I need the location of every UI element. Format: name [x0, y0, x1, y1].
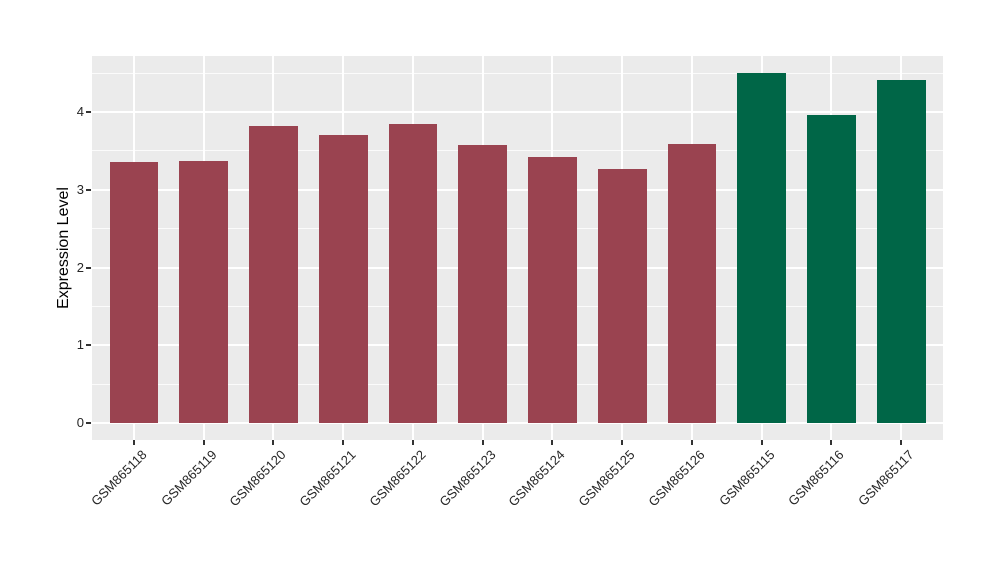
- x-tick-mark: [132, 440, 135, 445]
- major-gridline: [92, 266, 943, 269]
- y-tick-mark: [86, 266, 91, 269]
- y-tick-label: 4: [76, 104, 84, 119]
- y-tick-label: 3: [76, 181, 84, 197]
- bar-GSM865115: [737, 73, 787, 423]
- x-tick-label: GSM865119: [157, 447, 220, 509]
- y-tick-label: 1: [76, 337, 84, 353]
- x-tick-mark: [411, 440, 414, 445]
- bar-GSM865118: [109, 161, 159, 423]
- x-tick-mark: [481, 440, 484, 445]
- minor-gridline: [92, 150, 943, 152]
- x-tick-label: GSM865125: [575, 447, 638, 510]
- y-tick-mark: [86, 188, 91, 191]
- y-tick-mark: [86, 422, 91, 424]
- x-tick-mark: [272, 440, 275, 445]
- bar-GSM865121: [318, 134, 368, 423]
- major-gridline: [92, 344, 943, 347]
- bar-GSM865123: [458, 144, 508, 423]
- minor-gridline: [92, 383, 943, 385]
- y-tick-label: 0: [76, 415, 84, 430]
- x-tick-mark: [621, 440, 624, 445]
- x-tick-label: GSM865123: [436, 447, 499, 510]
- x-tick-label: GSM865115: [715, 447, 778, 509]
- minor-gridline: [92, 72, 943, 74]
- x-tick-mark: [342, 440, 345, 445]
- x-tick-label: GSM865122: [366, 447, 429, 510]
- bar-GSM865119: [179, 160, 229, 423]
- x-tick-label: GSM865126: [645, 447, 708, 510]
- x-tick-label: GSM865116: [785, 447, 848, 509]
- major-gridline: [92, 111, 943, 113]
- y-tick-label: 2: [76, 259, 84, 275]
- minor-gridline: [92, 305, 943, 307]
- major-gridline: [92, 188, 943, 191]
- y-tick-mark: [86, 344, 91, 347]
- x-tick-mark: [690, 440, 693, 445]
- x-tick-mark: [202, 440, 205, 445]
- bar-GSM865124: [528, 157, 577, 423]
- x-tick-label: GSM865118: [87, 447, 150, 509]
- bar-GSM865120: [249, 125, 298, 423]
- bar-GSM865116: [807, 115, 856, 423]
- y-axis-title-wrap: Expression Level: [48, 56, 80, 440]
- bar-GSM865122: [388, 124, 438, 423]
- x-tick-mark: [760, 440, 763, 445]
- minor-gridline: [92, 228, 943, 230]
- major-gridline: [92, 422, 943, 424]
- bar-GSM865125: [597, 168, 647, 423]
- x-tick-mark: [551, 440, 554, 445]
- x-tick-label: GSM865117: [855, 447, 917, 509]
- bar-GSM865117: [876, 80, 926, 423]
- y-tick-mark: [86, 111, 91, 113]
- x-tick-mark: [830, 440, 833, 445]
- x-tick-mark: [900, 440, 903, 445]
- bar-GSM865126: [667, 143, 717, 423]
- x-tick-label: GSM865124: [505, 447, 569, 510]
- x-tick-label: GSM865121: [296, 447, 359, 510]
- y-axis-title: Expression Level: [55, 187, 72, 309]
- x-tick-label: GSM865120: [226, 447, 290, 510]
- plot-panel: [92, 56, 943, 440]
